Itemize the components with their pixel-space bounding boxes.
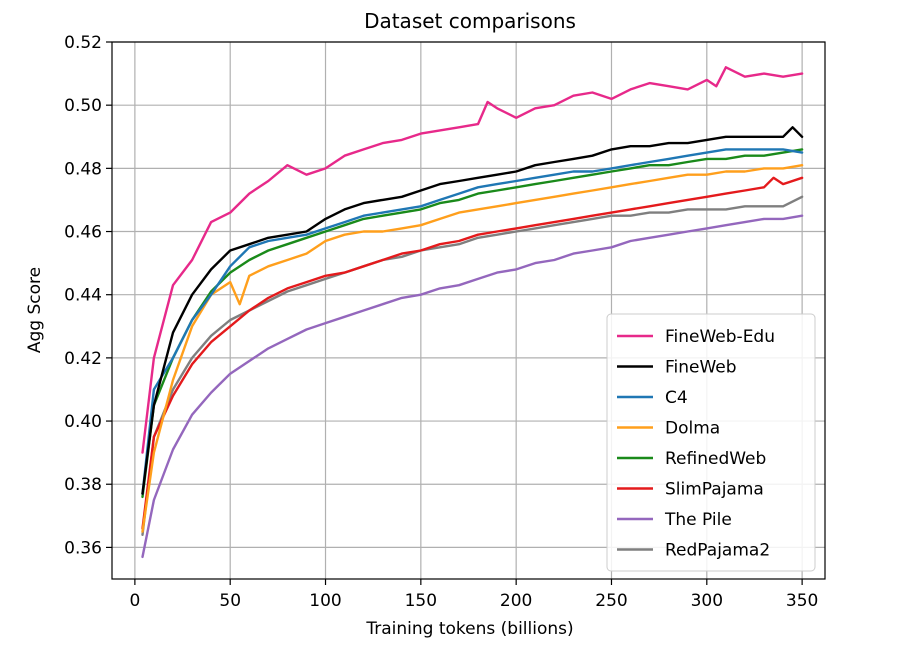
series-line-dolma — [141, 163, 804, 533]
legend-label-slimpajama: SlimPajama — [665, 480, 764, 500]
x-axis-title: Training tokens (billions) — [365, 619, 573, 639]
y-tick-label: 0.36 — [64, 538, 102, 558]
series-line-c4 — [141, 148, 804, 495]
chart-title: Dataset comparisons — [364, 9, 576, 33]
x-tick-label: 300 — [691, 591, 723, 611]
series-line-fineweb — [141, 126, 804, 495]
legend-label-fineweb-edu: FineWeb-Edu — [665, 327, 775, 347]
y-tick-label: 0.40 — [64, 412, 102, 432]
series-line-refinedweb — [141, 148, 804, 499]
x-tick-label: 250 — [595, 591, 627, 611]
legend-label-the-pile: The Pile — [664, 510, 732, 530]
legend-label-c4: C4 — [665, 388, 688, 408]
y-tick-label: 0.48 — [64, 159, 102, 179]
plot-frame — [111, 41, 826, 580]
y-tick-label: 0.50 — [64, 96, 102, 116]
y-tick-label: 0.42 — [64, 349, 102, 369]
x-tick-label: 100 — [309, 591, 341, 611]
y-tick-label: 0.44 — [64, 286, 102, 306]
x-tick-label: 50 — [219, 591, 241, 611]
legend-box — [606, 313, 816, 572]
y-axis-ticks: 0.36 0.38 0.40 0.42 0.44 0.46 0.48 0.50 0.52 — [64, 33, 112, 558]
series-line-slimpajama — [141, 176, 804, 530]
y-tick-label: 0.46 — [64, 223, 102, 243]
series-line-fineweb-edu — [141, 66, 804, 454]
y-axis-title: Agg Score — [25, 267, 45, 353]
x-tick-label: 200 — [500, 591, 532, 611]
x-axis-ticks: 0 50 100 150 200 250 300 350 — [129, 579, 818, 611]
series-lines — [141, 66, 804, 559]
y-tick-label: 0.38 — [64, 475, 102, 495]
x-tick-label: 0 — [129, 591, 140, 611]
legend-label-refinedweb: RefinedWeb — [665, 449, 766, 469]
series-line-the-pile — [141, 214, 804, 559]
legend-label-dolma: Dolma — [665, 419, 720, 439]
legend: FineWeb-Edu FineWeb C4 Dolma RefinedWeb SlimP… — [606, 313, 816, 572]
legend-label-redpajama2: RedPajama2 — [665, 541, 770, 561]
legend-label-fineweb: FineWeb — [665, 358, 737, 378]
y-tick-label: 0.52 — [64, 33, 102, 53]
x-tick-label: 350 — [786, 591, 818, 611]
x-tick-label: 150 — [405, 591, 437, 611]
